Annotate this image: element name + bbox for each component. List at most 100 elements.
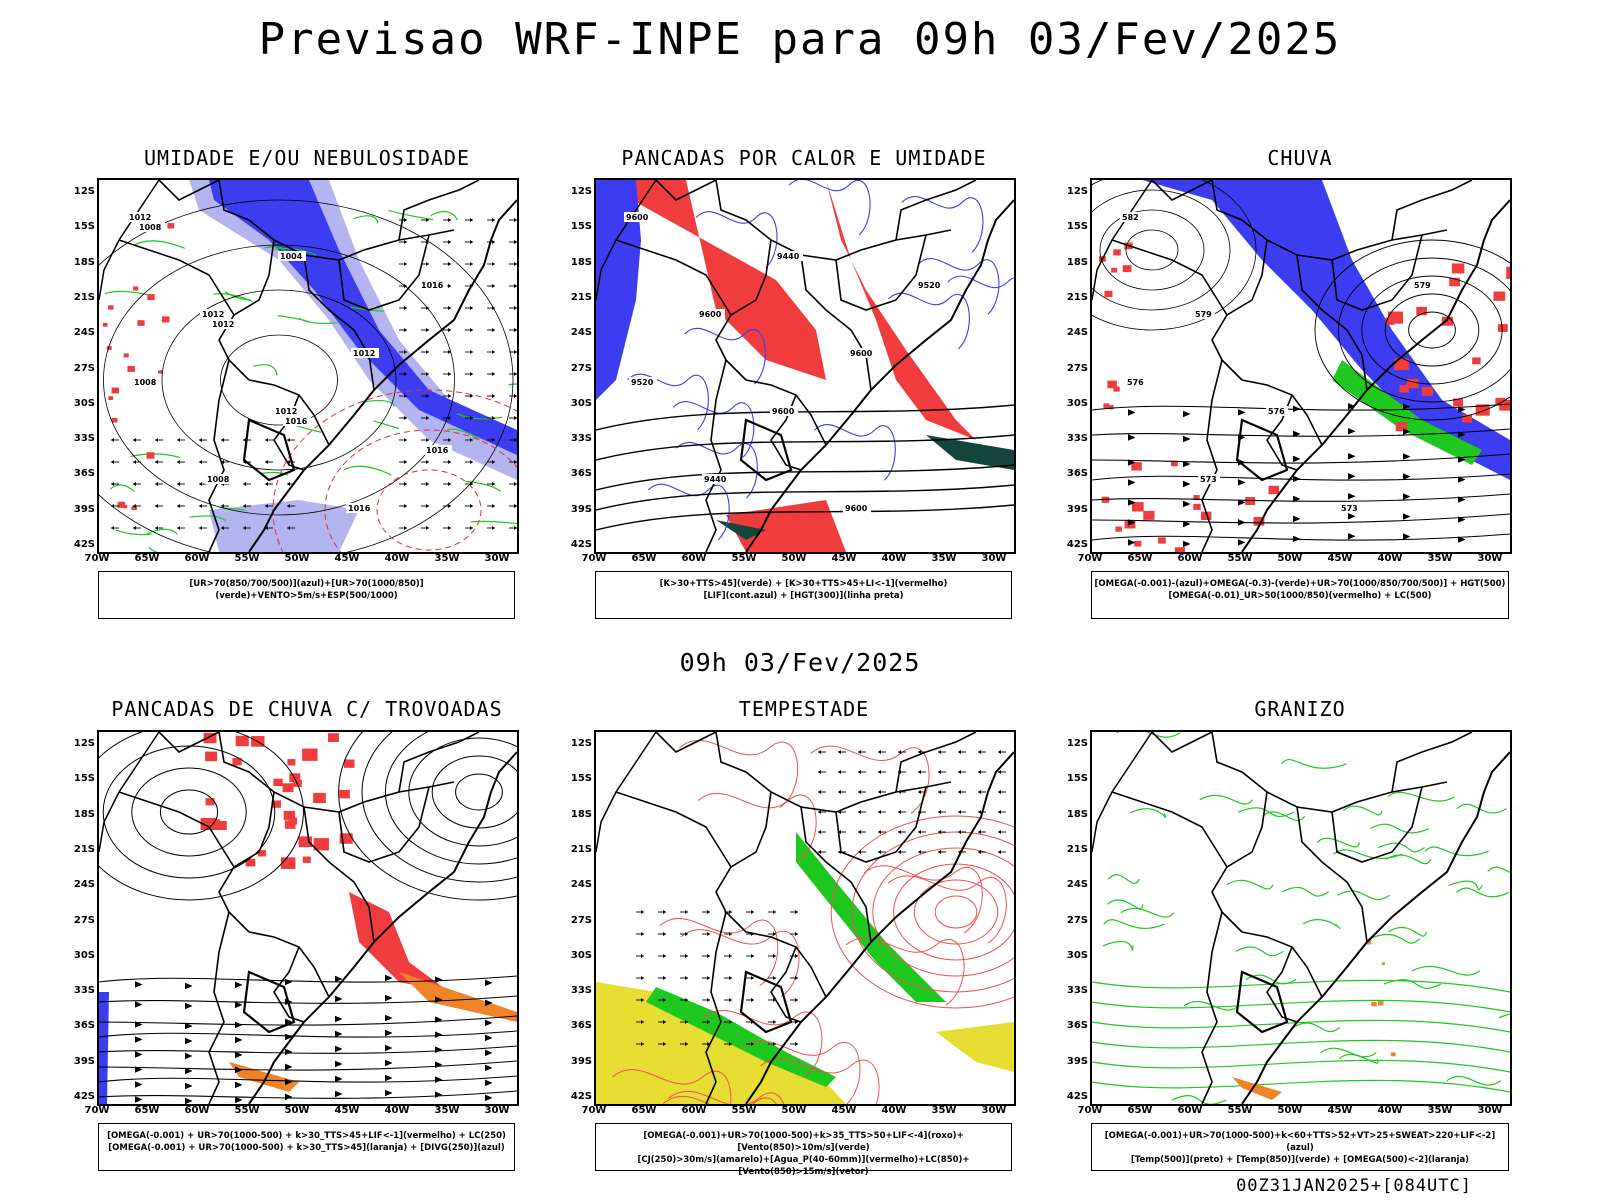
map-panel-4: [97, 730, 519, 1106]
storm-cell: [313, 792, 326, 804]
lat-label: 24S: [73, 327, 95, 339]
storm-cell: [298, 836, 313, 848]
panel-legend-1: [UR>70(850/700/500)](azul)+[UR>70(1000/8…: [98, 571, 515, 619]
legend-line: [CJ(250)>30m/s](amarelo)+[Agua_P(40-60mm…: [637, 1155, 970, 1177]
lat-label: 33S: [73, 433, 95, 445]
contour-label: 9520: [918, 281, 941, 290]
storm-cell: [327, 733, 339, 742]
lat-label: 15S: [73, 773, 95, 785]
panel-title-5: TEMPESTADE: [738, 697, 870, 721]
lat-label: 42S: [570, 539, 592, 550]
rain-cell: [1253, 516, 1265, 526]
contour-label: 1008: [139, 223, 162, 232]
storm-cell: [282, 783, 294, 793]
contour-label: 9600: [850, 349, 873, 358]
rain-cell: [1441, 316, 1454, 326]
lat-label: 33S: [570, 985, 592, 997]
map-canvas: [99, 732, 517, 1104]
instability-cell: [137, 320, 145, 326]
lat-label: 36S: [73, 468, 95, 480]
instability-cell: [122, 504, 128, 509]
instability-cell: [111, 417, 118, 423]
lon-label: 65W: [134, 1105, 160, 1116]
panel-title-4: PANCADAS DE CHUVA C/ TROVOADAS: [111, 697, 503, 721]
instability-cell: [111, 387, 119, 394]
lat-label: 18S: [73, 808, 95, 820]
lon-label: 40W: [384, 553, 410, 564]
lat-label: 24S: [73, 879, 95, 891]
instability-cell: [161, 316, 170, 323]
rain-cell: [1493, 291, 1506, 301]
hail-cell: [1377, 1001, 1384, 1006]
contour-label: 1012: [129, 213, 151, 222]
rain-cell: [1385, 317, 1395, 325]
storm-cell: [273, 778, 283, 787]
panel-legend-4: [OMEGA(-0.001) + UR>70(1000-500) + k>30_…: [98, 1123, 515, 1171]
lat-label: 21S: [1066, 843, 1088, 855]
map-canvas: [596, 732, 1014, 1104]
coastline: [248, 751, 517, 1104]
lon-label: 55W: [234, 553, 260, 564]
rain-cell: [1131, 502, 1144, 512]
rain-cell: [1395, 422, 1408, 432]
lon-label: 40W: [1377, 1105, 1403, 1116]
contour-label: 1016: [285, 417, 308, 426]
lat-label: 39S: [73, 503, 95, 515]
panel-title-3: CHUVA: [1267, 146, 1333, 170]
rain-cell: [1416, 306, 1427, 316]
contour-label: 9600: [845, 504, 868, 513]
contour-label: 9600: [699, 310, 722, 319]
rain-cell: [1421, 386, 1433, 396]
map-panel-1: 1012 1012 1012 1016 1016 1008 1008 1004 1012 1016…: [97, 178, 519, 554]
instability-cell: [131, 505, 137, 510]
lon-label: 40W: [1377, 553, 1403, 564]
lat-label: 36S: [1066, 1020, 1088, 1032]
lon-label: 45W: [1327, 1105, 1353, 1116]
rain-cell: [1107, 380, 1117, 389]
rain-cell: [1475, 404, 1490, 416]
storm-cell: [271, 800, 281, 808]
lat-label: 15S: [73, 221, 95, 233]
contour-label: 1008: [134, 378, 157, 387]
map-canvas: 582 579 576 573 579 576 573: [1092, 180, 1510, 552]
lat-label: 21S: [570, 291, 592, 303]
lon-label: 45W: [831, 553, 857, 564]
lon-label: 60W: [1177, 553, 1203, 564]
contour-label: 9520: [631, 378, 654, 387]
lon-label: 50W: [781, 553, 807, 564]
lat-label: 39S: [1066, 503, 1088, 515]
lon-label: 70W: [84, 553, 110, 564]
lat-label: 36S: [570, 468, 592, 480]
lon-label: 65W: [631, 553, 657, 564]
lat-label: 12S: [73, 186, 95, 197]
rain-cell: [1108, 405, 1114, 410]
storm-cell: [215, 821, 227, 831]
lon-label: 50W: [781, 1105, 807, 1116]
rain-cell: [1131, 462, 1142, 471]
map-panel-6: [1090, 730, 1512, 1106]
lon-label: 35W: [1427, 553, 1453, 564]
contour-label: 579: [1414, 281, 1431, 290]
rain-cell: [1449, 277, 1460, 287]
lat-label: 18S: [570, 256, 592, 268]
lat-label: 36S: [73, 1020, 95, 1032]
map-panel-5: [594, 730, 1016, 1106]
instability-cell: [158, 370, 163, 374]
panel-title-6: GRANIZO: [1254, 697, 1346, 721]
lat-label: 12S: [570, 186, 592, 197]
lat-label: 39S: [73, 1055, 95, 1067]
lon-label: 35W: [434, 1105, 460, 1116]
rain-cell: [1111, 267, 1118, 273]
panel-legend-3: [OMEGA(-0.001)-(azul)+OMEGA(-0.3)-(verde…: [1091, 571, 1509, 619]
storm-cell: [302, 748, 318, 761]
lon-label: 30W: [484, 1105, 510, 1116]
lat-label: 39S: [570, 1055, 592, 1067]
instability-cell: [127, 365, 135, 372]
legend-line: [UR>70(850/700/500)](azul)+[UR>70(1000/8…: [189, 579, 424, 601]
hail-cell: [1365, 940, 1372, 945]
lon-label: 30W: [981, 553, 1007, 564]
legend-line: [Temp(500)](preto) + [Temp(850)](verde) …: [1130, 1155, 1470, 1165]
uruguay-outline: [739, 418, 793, 482]
lat-label: 39S: [570, 503, 592, 515]
rain-cell: [1399, 385, 1409, 393]
